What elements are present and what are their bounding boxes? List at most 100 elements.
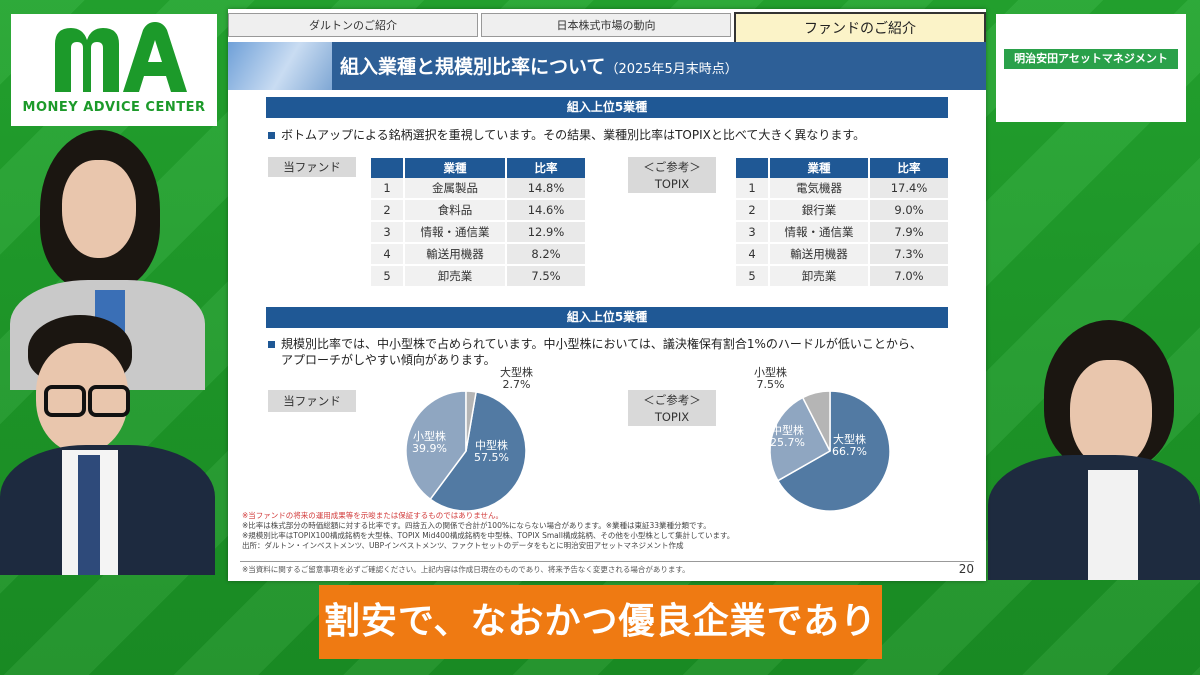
fund-label-chip: 当ファンド <box>268 157 356 177</box>
handshake-image <box>228 42 332 90</box>
ratio-cell: 17.4% <box>869 178 950 200</box>
topix-size-label-line1: ＜ご参考＞ <box>643 393 701 407</box>
rank-cell: 4 <box>371 243 405 266</box>
money-advice-center-logo: MONEY ADVICE CENTER <box>11 14 217 126</box>
fund-industry-table: 業種 比率 1 金属製品 14.8% 2 食料品 14.6% 3 情報・通信業 12.9% 4 輸送… <box>371 158 587 288</box>
note-line-3: ※規模別比率はTOPIX100構成銘柄を大型株、TOPIX Mid400構成銘柄… <box>242 531 735 540</box>
subtitle-caption: 割安で、なおかつ優良企業であり <box>319 585 882 659</box>
col-ratio: 比率 <box>506 158 587 178</box>
pie2-small-name: 小型株 <box>754 366 787 379</box>
industry-cell: 輸送用機器 <box>404 243 507 266</box>
pie-slice-2 <box>801 390 831 452</box>
col-industry: 業種 <box>404 158 507 178</box>
pie2-large-name: 大型株 <box>832 433 866 446</box>
bullet-square-icon <box>268 341 275 348</box>
ratio-cell: 7.9% <box>869 221 950 244</box>
rank-cell: 4 <box>736 243 770 266</box>
table-row: 2 食料品 14.6% <box>371 199 587 222</box>
topix-label-line2: TOPIX <box>654 177 690 191</box>
presenter-man-left <box>0 315 220 575</box>
rank-cell: 5 <box>371 265 405 288</box>
section2-bullet-line2: アプローチがしやすい傾向があります。 <box>281 353 496 367</box>
pie-slice-0 <box>776 390 891 512</box>
col-industry: 業種 <box>769 158 870 178</box>
pie2-mid-label: 中型株 25.7% <box>770 425 805 449</box>
topix-label-chip: ＜ご参考＞ TOPIX <box>628 157 716 193</box>
pie1-small-label: 小型株 39.9% <box>412 431 447 455</box>
presentation-slide: ダルトンのご紹介 日本株式市場の動向 ファンドのご紹介 組入業種と規模別比率につ… <box>228 9 986 581</box>
tab-dalton-intro[interactable]: ダルトンのご紹介 <box>228 13 478 37</box>
pie1-small-value: 39.9% <box>412 442 447 455</box>
industry-cell: 銀行業 <box>769 199 870 222</box>
pie-slice-0 <box>429 390 527 512</box>
pie2-mid-name: 中型株 <box>770 424 804 437</box>
section1-bullet-text: ボトムアップによる銘柄選択を重視しています。その結果、業種別比率はTOPIXと比… <box>281 128 866 142</box>
col-rank <box>371 158 405 178</box>
pie1-large-name: 大型株 <box>500 366 533 379</box>
rank-cell: 1 <box>736 178 770 200</box>
industry-cell: 電気機器 <box>769 178 870 200</box>
table-row: 3 情報・通信業 7.9% <box>736 221 950 244</box>
slide-title-bar: 組入業種と規模別比率について（2025年5月末時点） <box>228 42 986 90</box>
section2-bullet-line1: 規模別比率では、中小型株で占められています。中小型株においては、議決権保有割合1… <box>281 337 922 351</box>
slide-title-date: （2025年5月末時点） <box>605 62 738 77</box>
table-row: 3 情報・通信業 12.9% <box>371 221 587 244</box>
table-row: 4 輸送用機器 8.2% <box>371 243 587 266</box>
pie2-mid-value: 25.7% <box>770 436 805 449</box>
fund-size-pie-chart <box>405 390 527 512</box>
pie1-mid-label: 中型株 57.5% <box>474 440 509 464</box>
industry-cell: 食料品 <box>404 199 507 222</box>
col-ratio: 比率 <box>869 158 950 178</box>
pie2-small-label: 小型株 7.5% <box>754 367 787 391</box>
rank-cell: 2 <box>736 199 770 222</box>
company-badge: 明治安田アセットマネジメント <box>996 14 1186 122</box>
pie-slice-2 <box>465 390 477 452</box>
topix-size-label-chip: ＜ご参考＞ TOPIX <box>628 390 716 426</box>
topix-size-label-line2: TOPIX <box>654 410 690 424</box>
tab-japan-market-trends[interactable]: 日本株式市場の動向 <box>481 13 731 37</box>
industry-cell: 卸売業 <box>769 265 870 288</box>
rank-cell: 3 <box>736 221 770 244</box>
pie-slice-1 <box>405 390 467 501</box>
slide-title-main: 組入業種と規模別比率について <box>340 56 606 78</box>
rank-cell: 2 <box>371 199 405 222</box>
table-row: 2 銀行業 9.0% <box>736 199 950 222</box>
pie2-small-value: 7.5% <box>756 378 785 391</box>
rank-cell: 3 <box>371 221 405 244</box>
ratio-cell: 9.0% <box>869 199 950 222</box>
pie1-mid-value: 57.5% <box>474 451 509 464</box>
slide-title: 組入業種と規模別比率について（2025年5月末時点） <box>340 52 738 79</box>
rank-cell: 1 <box>371 178 405 200</box>
industry-cell: 輸送用機器 <box>769 243 870 266</box>
topix-label-line1: ＜ご参考＞ <box>643 160 701 174</box>
ratio-cell: 12.9% <box>506 221 587 244</box>
ratio-cell: 14.8% <box>506 178 587 200</box>
pie1-small-name: 小型株 <box>412 430 446 443</box>
tab-fund-intro[interactable]: ファンドのご紹介 <box>734 12 986 46</box>
topix-industry-table: 業種 比率 1 電気機器 17.4% 2 銀行業 9.0% 3 情報・通信業 7.9% 4 輸送用機… <box>736 158 950 288</box>
section1-bullet: ボトムアップによる銘柄選択を重視しています。その結果、業種別比率はTOPIXと比… <box>268 127 865 143</box>
ratio-cell: 7.0% <box>869 265 950 288</box>
pie1-large-value: 2.7% <box>502 378 531 391</box>
slide-footer: ※当資料に関するご留意事項を必ずご確認ください。上記内容は作成日現在のものであり… <box>242 565 690 574</box>
bullet-square-icon <box>268 132 275 139</box>
topix-size-pie-chart <box>769 390 891 512</box>
note-line-1: ※当ファンドの将来の運用成果等を示唆または保証するものではありません。 <box>242 511 504 520</box>
industry-cell: 金属製品 <box>404 178 507 200</box>
pie1-large-label: 大型株 2.7% <box>500 367 533 391</box>
table-row: 1 電気機器 17.4% <box>736 178 950 200</box>
note-line-4: 出所：ダルトン・インベストメンツ、UBPインベストメンツ、ファクトセットのデータ… <box>242 541 684 550</box>
pie-slice-1 <box>769 396 831 482</box>
fund-size-label-chip: 当ファンド <box>268 390 356 412</box>
page-number: 20 <box>958 562 974 576</box>
table-row: 4 輸送用機器 7.3% <box>736 243 950 266</box>
rank-cell: 5 <box>736 265 770 288</box>
ma-logo-icon <box>55 22 187 92</box>
pie1-mid-name: 中型株 <box>474 439 508 452</box>
pie2-large-value: 66.7% <box>832 445 867 458</box>
col-rank <box>736 158 770 178</box>
note-line-2: ※比率は株式部分の時価総額に対する比率です。四捨五入の関係で合計が100%になら… <box>242 521 711 530</box>
table-row: 5 卸売業 7.5% <box>371 265 587 288</box>
footer-divider <box>240 561 974 562</box>
section2-bullet: 規模別比率では、中小型株で占められています。中小型株においては、議決権保有割合1… <box>268 336 922 368</box>
